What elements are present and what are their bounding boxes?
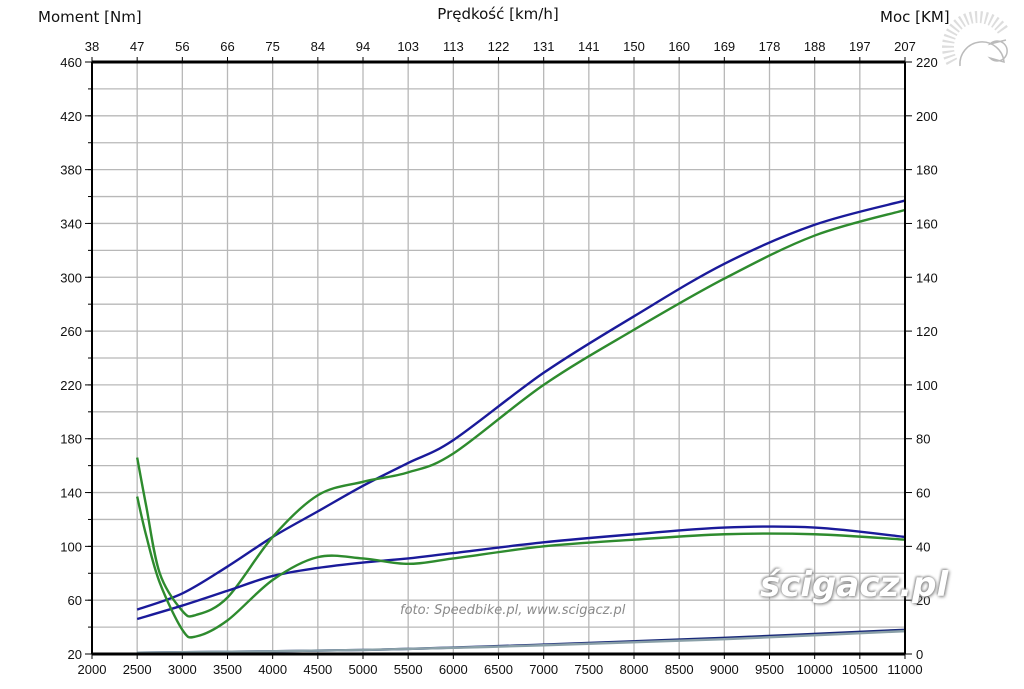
x-top-tick-label: 169 — [713, 39, 735, 54]
x-tick-label: 3500 — [213, 662, 242, 677]
x-top-tick-label: 38 — [85, 39, 99, 54]
x-top-tick-label: 94 — [356, 39, 370, 54]
series-line-base-blue — [137, 628, 906, 654]
x-tick-label: 4000 — [258, 662, 287, 677]
top-axis-title: Prędkość [km/h] — [437, 5, 558, 23]
x-tick-label: 7500 — [574, 662, 603, 677]
x-top-tick-label: 47 — [130, 39, 144, 54]
x-top-tick-label: 56 — [175, 39, 189, 54]
scigacz-logo-watermark: ścigacz.pl — [760, 565, 949, 605]
x-tick-label: 4500 — [303, 662, 332, 677]
y-right-tick-label: 0 — [916, 647, 923, 662]
y-left-tick-label: 300 — [60, 270, 82, 285]
y-left-tick-label: 100 — [60, 539, 82, 554]
y-right-tick-label: 200 — [916, 109, 938, 124]
y-left-tick-label: 340 — [60, 216, 82, 231]
x-tick-label: 2500 — [123, 662, 152, 677]
x-tick-label: 11000 — [887, 662, 922, 677]
x-tick-label: 2000 — [78, 662, 107, 677]
photo-credit-watermark: foto: Speedbike.pl, www.scigacz.pl — [400, 603, 626, 618]
right-axis-title: Moc [KM] — [880, 8, 950, 26]
x-tick-label: 6500 — [484, 662, 513, 677]
x-tick-label: 9500 — [755, 662, 784, 677]
y-left-tick-label: 380 — [60, 163, 82, 178]
y-right-tick-label: 140 — [916, 270, 938, 285]
series-line-torque-green — [135, 496, 906, 639]
left-axis-title: Moment [Nm] — [38, 8, 142, 26]
x-top-tick-label: 75 — [265, 39, 279, 54]
x-tick-label: 10000 — [797, 662, 833, 677]
x-top-tick-label: 197 — [849, 39, 871, 54]
helmet-logo-icon — [942, 10, 1010, 67]
y-left-tick-label: 60 — [68, 593, 82, 608]
x-tick-label: 5000 — [349, 662, 378, 677]
series-line-torque-blue — [136, 525, 906, 621]
series-group — [135, 199, 906, 654]
y-left-tick-label: 140 — [60, 486, 82, 501]
x-tick-label: 8500 — [665, 662, 694, 677]
y-left-tick-label: 180 — [60, 432, 82, 447]
y-right-tick-label: 120 — [916, 324, 938, 339]
x-tick-label: 3000 — [168, 662, 197, 677]
y-left-tick-label: 20 — [68, 647, 82, 662]
x-top-tick-label: 150 — [623, 39, 645, 54]
series-line-power-green — [135, 208, 906, 618]
y-left-tick-label: 220 — [60, 378, 82, 393]
series-line-base-gray — [137, 629, 906, 654]
x-top-tick-label: 113 — [443, 39, 464, 54]
x-top-tick-label: 122 — [488, 39, 510, 54]
y-right-tick-label: 40 — [916, 539, 930, 554]
axes: 2000382500473000563500664000754500845000… — [60, 39, 937, 677]
y-right-tick-label: 80 — [916, 432, 930, 447]
x-tick-label: 10500 — [842, 662, 878, 677]
x-top-tick-label: 103 — [397, 39, 419, 54]
x-top-tick-label: 178 — [759, 39, 781, 54]
x-top-tick-label: 207 — [894, 39, 916, 54]
x-top-tick-label: 84 — [311, 39, 325, 54]
x-tick-label: 7000 — [529, 662, 558, 677]
y-right-tick-label: 180 — [916, 163, 938, 178]
x-tick-label: 8000 — [620, 662, 649, 677]
x-tick-label: 9000 — [710, 662, 739, 677]
series-line-power-blue — [136, 199, 906, 611]
x-top-tick-label: 66 — [220, 39, 234, 54]
x-tick-label: 6000 — [439, 662, 468, 677]
x-top-tick-label: 188 — [804, 39, 826, 54]
y-left-tick-label: 420 — [60, 109, 82, 124]
y-right-tick-label: 160 — [916, 216, 938, 231]
grid — [92, 62, 905, 654]
y-right-tick-label: 60 — [916, 486, 930, 501]
y-right-tick-label: 100 — [916, 378, 938, 393]
y-right-tick-label: 220 — [916, 55, 938, 70]
y-left-tick-label: 260 — [60, 324, 82, 339]
y-left-tick-label: 460 — [60, 55, 82, 70]
x-top-tick-label: 141 — [578, 39, 600, 54]
y-right-tick-label: 20 — [916, 593, 930, 608]
x-top-tick-label: 160 — [668, 39, 690, 54]
x-top-tick-label: 131 — [533, 39, 555, 54]
x-tick-label: 5500 — [394, 662, 423, 677]
